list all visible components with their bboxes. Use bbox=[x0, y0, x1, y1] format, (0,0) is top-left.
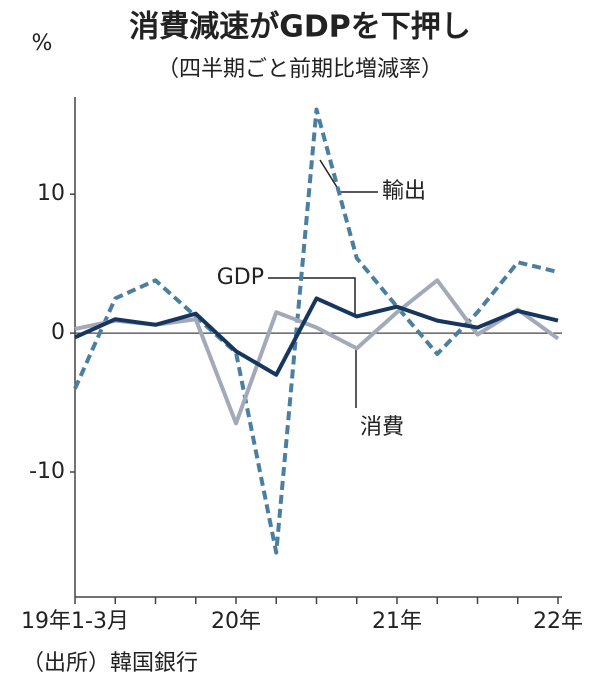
chart-subtitle: （四半期ごと前期比増減率） bbox=[157, 57, 443, 82]
series-label: 消費 bbox=[360, 415, 404, 440]
series-line bbox=[74, 296, 559, 377]
y-tick-label: 10 bbox=[37, 181, 65, 206]
series-label: 輸出 bbox=[382, 179, 426, 204]
y-tick-label: -10 bbox=[29, 459, 65, 484]
source: （出所）韓国銀行 bbox=[22, 651, 198, 676]
y-tick-label: 0 bbox=[51, 320, 65, 345]
leader-lines bbox=[268, 159, 378, 408]
x-tick-label: 20年 bbox=[211, 609, 261, 634]
y-unit: % bbox=[32, 31, 53, 56]
series-label: GDP bbox=[217, 265, 264, 290]
chart-title: 消費減速がGDPを下押し bbox=[129, 10, 471, 45]
x-tick-label: 21年 bbox=[372, 609, 422, 634]
x-tick-label: 22年 bbox=[533, 609, 583, 634]
x-tick-label: 19年1-3月 bbox=[21, 609, 129, 634]
series-line bbox=[73, 107, 559, 555]
